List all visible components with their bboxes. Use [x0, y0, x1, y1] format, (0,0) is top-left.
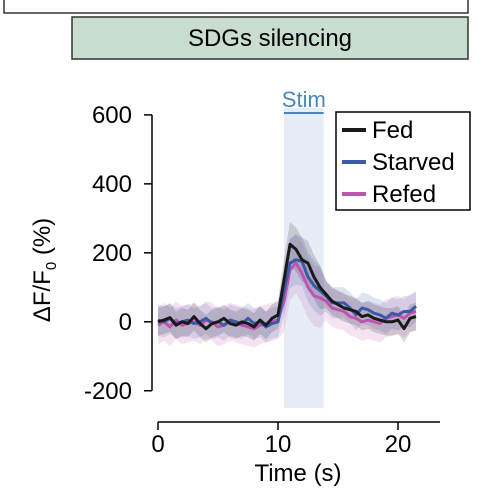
y-tick-label: 600 [92, 102, 132, 129]
line-fed [157, 242, 417, 331]
y-tick-label: 400 [92, 171, 132, 198]
legend-label-fed: Fed [372, 117, 413, 144]
panel-header [71, 16, 469, 60]
y-tick-label: 0 [119, 309, 132, 336]
y-axis-label-main: ΔF/F [29, 270, 56, 322]
y-tick-label: -200 [84, 378, 132, 405]
x-ticks: 0 10 20 [151, 422, 411, 458]
stim-window [284, 108, 324, 408]
legend-label-starved: Starved [372, 149, 455, 176]
stim-label: Stim [282, 87, 326, 112]
y-axis-label-subscript: 0 [43, 262, 60, 270]
legend: Fed Starved Refed [335, 111, 471, 211]
x-tick-label: 20 [385, 431, 412, 458]
x-tick-label: 0 [151, 431, 164, 458]
legend-label-refed: Refed [372, 181, 436, 208]
y-ticks: 600 400 200 0 -200 [84, 102, 152, 405]
y-tick-label: 200 [92, 240, 132, 267]
panel-title: SDGs silencing [188, 25, 352, 52]
x-axis-label: Time (s) [254, 460, 341, 487]
previous-panel-frame [3, 0, 469, 14]
x-tick-label: 10 [265, 431, 292, 458]
line-starved [157, 258, 417, 329]
y-axis-label: ΔF/F0 (%) [29, 218, 60, 322]
series-lines [157, 242, 417, 331]
y-axis-label-unit: (%) [29, 218, 56, 262]
